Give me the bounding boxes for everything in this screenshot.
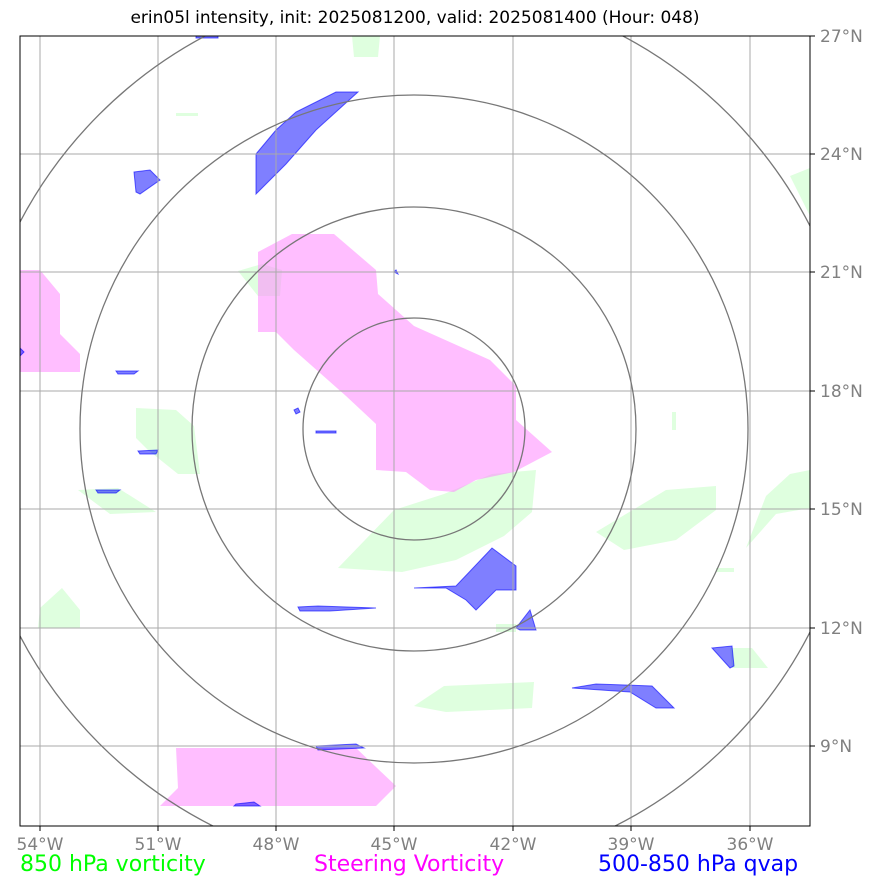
- vort850-patch: [136, 408, 200, 474]
- axis-ticks: [39, 35, 815, 831]
- lon-tick-label: 39°W: [608, 835, 655, 855]
- qvap-patch: [115, 370, 140, 375]
- vort850-patch: [352, 36, 380, 57]
- qvap-patch: [20, 347, 25, 357]
- map-frame: [19, 35, 811, 827]
- steering-patch: [258, 234, 552, 492]
- steering-patch: [160, 748, 396, 806]
- legend-850-vorticity: 850 hPa vorticity: [20, 852, 206, 877]
- qvap-patch: [315, 430, 337, 434]
- lon-tick-label: 48°W: [253, 835, 300, 855]
- lat-tick-label: 18°N: [820, 382, 863, 402]
- vort850-patch: [176, 113, 198, 116]
- qvap-patch: [137, 449, 159, 455]
- vort850-patch: [78, 488, 156, 514]
- distance-rings: [20, 36, 810, 826]
- distance-ring-3: [79, 94, 749, 764]
- lat-tick-label: 24°N: [820, 145, 863, 165]
- lon-tick-label: 51°W: [135, 835, 182, 855]
- qvap-patch: [95, 489, 122, 494]
- vort850-patch: [790, 168, 810, 216]
- lon-tick-label: 36°W: [727, 835, 774, 855]
- qvap-patch: [232, 801, 262, 807]
- steering-patch: [20, 270, 80, 372]
- lat-tick-label: 21°N: [820, 263, 863, 283]
- qvap-patch: [710, 645, 735, 669]
- lat-tick-label: 9°N: [820, 737, 852, 757]
- vort850-patch: [38, 588, 80, 628]
- qvap-patch: [297, 605, 377, 612]
- vort850-patch: [414, 682, 534, 712]
- distance-ring-1: [302, 317, 526, 541]
- legend-qvap: 500-850 hPa qvap: [598, 852, 799, 877]
- qvap-patch: [133, 169, 161, 195]
- vort850-patch: [596, 486, 716, 550]
- qvap-patch: [413, 547, 517, 611]
- qvap-patch: [255, 91, 360, 196]
- map-title: erin05l intensity, init: 2025081200, val…: [130, 8, 700, 28]
- qvap-patch: [293, 407, 301, 415]
- lat-tick-labels: 27°N 24°N 21°N 18°N 15°N 12°N 9°N: [820, 27, 863, 757]
- lon-tick-labels: 54°W 51°W 48°W 45°W 42°W 39°W 36°W: [17, 835, 774, 855]
- lat-tick-label: 12°N: [820, 619, 863, 639]
- vort850-patch: [672, 412, 676, 430]
- lon-tick-label: 45°W: [371, 835, 418, 855]
- vort850-patch: [338, 470, 536, 572]
- map-gridlines: [20, 36, 810, 826]
- distance-ring-2: [191, 206, 637, 652]
- lat-tick-label: 15°N: [820, 500, 863, 520]
- lat-tick-label: 27°N: [820, 27, 863, 47]
- lon-tick-label: 54°W: [17, 835, 64, 855]
- vort850-patch: [716, 568, 734, 572]
- lon-tick-label: 42°W: [490, 835, 537, 855]
- vort850-patch: [730, 648, 768, 668]
- legend-steering-vorticity: Steering Vorticity: [314, 852, 505, 877]
- map-plot-area: [20, 36, 810, 826]
- qvap-patch: [571, 683, 676, 709]
- steering-layer: [20, 234, 552, 806]
